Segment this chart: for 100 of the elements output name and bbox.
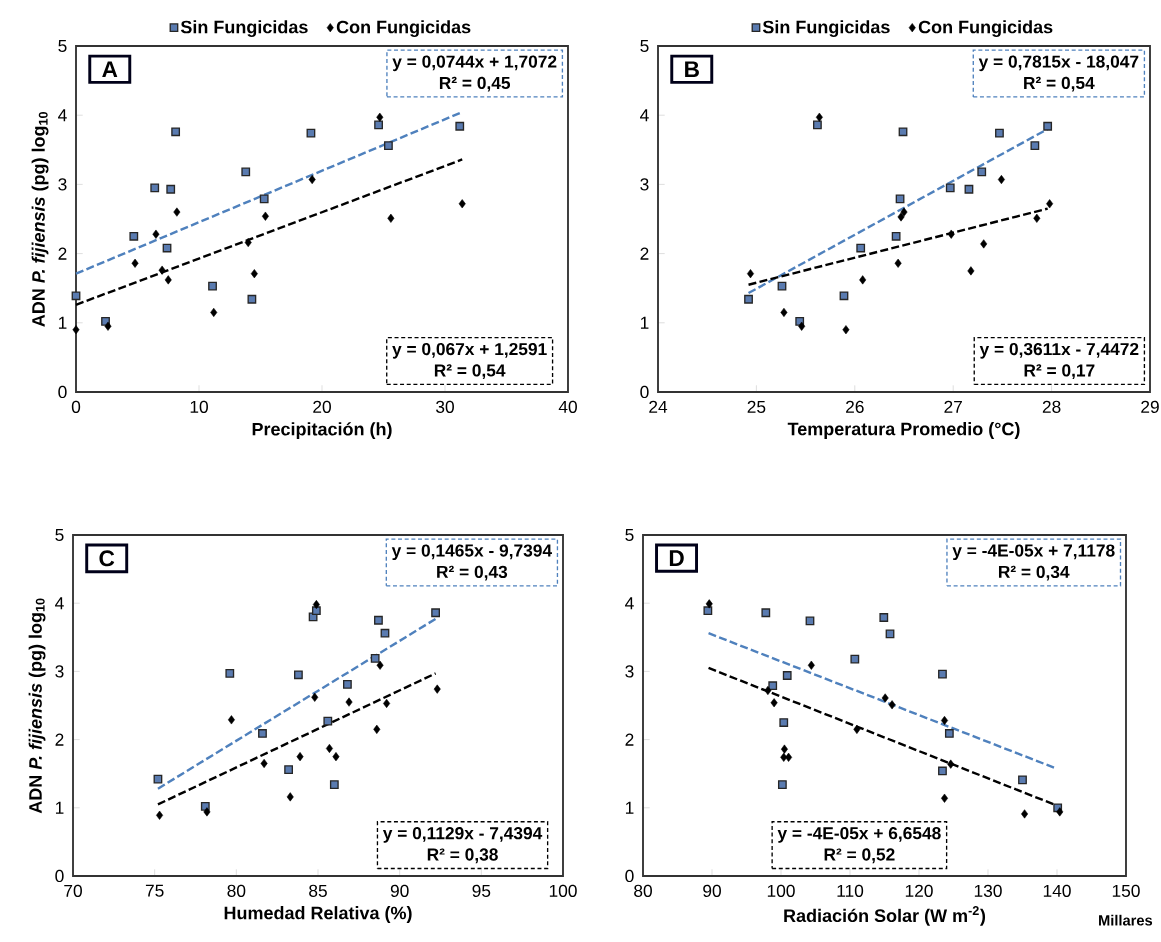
point [1030,141,1040,151]
y-tick-label: 2 [625,733,634,746]
x-tick-label: 90 [703,884,721,897]
point [241,167,251,177]
point [131,258,139,268]
point [839,291,849,301]
annotation: R² = 0,43 [437,565,508,581]
point [433,684,441,694]
point [894,258,902,268]
point [458,199,466,209]
point [777,281,787,291]
point [945,183,955,193]
annotation: R² = 0,17 [1024,364,1095,380]
point [780,744,788,754]
annotation: R² = 0,52 [824,848,895,864]
point [898,127,908,137]
point [71,291,81,301]
x-tick-label: 80 [634,884,652,897]
x-tick-label: 130 [974,884,1002,897]
point [156,810,164,820]
point [384,141,393,151]
y-axis-title: ADN P. fijiensis (pg) log$_{10}$ [28,598,46,814]
annotation: y = 0,7815x - 18,047 [978,55,1139,72]
annotation: R² = 0,54 [1024,76,1095,92]
x-axis-title: Temperatura Promedio (°C) [787,422,1020,439]
y-tick-label: 4 [625,597,634,610]
point [455,121,465,131]
x-tick-label: 10 [190,400,208,413]
point [885,629,895,639]
point [72,325,80,335]
point [332,752,340,762]
point [376,112,384,122]
point [370,654,380,663]
text: D [669,550,684,566]
point [897,212,905,222]
annotation: y = -4E-05x + 6,6548 [777,827,941,843]
legend-label: Con Fungicidas [336,20,471,38]
x-tick-label: 95 [472,884,491,897]
point [995,128,1004,138]
point [345,697,353,707]
point [944,729,954,738]
point [225,669,235,678]
point [842,325,850,335]
point [980,239,988,249]
point [770,698,778,708]
point [431,608,440,618]
point [260,758,268,768]
point [964,184,974,194]
point [768,681,778,691]
point [1021,809,1029,819]
y-tick-label: 4 [640,109,649,122]
point [815,112,823,122]
point [1043,121,1053,131]
point [1033,213,1041,223]
y-tick-label: 1 [55,801,64,814]
x-tick-label: 40 [558,400,577,413]
x-axis-title: Precipitación (h) [252,422,392,440]
point [881,693,889,703]
point [807,660,815,670]
y-tick-label: 0 [55,869,64,883]
point [152,229,160,239]
point [782,671,792,680]
point [888,700,896,710]
x-tick-label: 20 [313,400,331,413]
point [329,780,339,789]
point [856,243,866,253]
point [967,266,975,276]
y-tick-label: 2 [58,247,67,260]
point [166,184,176,194]
point [900,207,908,217]
point [705,599,713,609]
point [761,608,771,618]
point [250,269,258,279]
point [244,237,252,248]
y-tick-label: 5 [58,39,67,53]
annotation: y = 0,1465x - 9,7394 [391,544,552,561]
point [311,606,321,616]
point [373,724,381,734]
point [164,275,172,285]
point [997,175,1005,185]
x-tick-label: 24 [649,400,668,413]
x-tick-label: 100 [549,884,577,897]
point [153,774,163,784]
point [941,793,948,803]
point [306,128,316,138]
point [227,715,235,725]
point [129,231,139,241]
y-tick-label: 1 [58,316,67,329]
point [1018,775,1027,785]
x-tick-label: 140 [1043,884,1071,897]
annotation: y = 0,067x + 1,2591 [392,342,547,359]
point [259,194,269,204]
legend-label: Con Fungicidas [918,20,1053,38]
y-tick-label: 0 [625,869,634,883]
point [284,765,294,774]
text: A [102,61,118,78]
point [879,613,889,622]
y-tick-label: 0 [640,385,649,399]
point [764,685,772,696]
point [859,275,867,285]
